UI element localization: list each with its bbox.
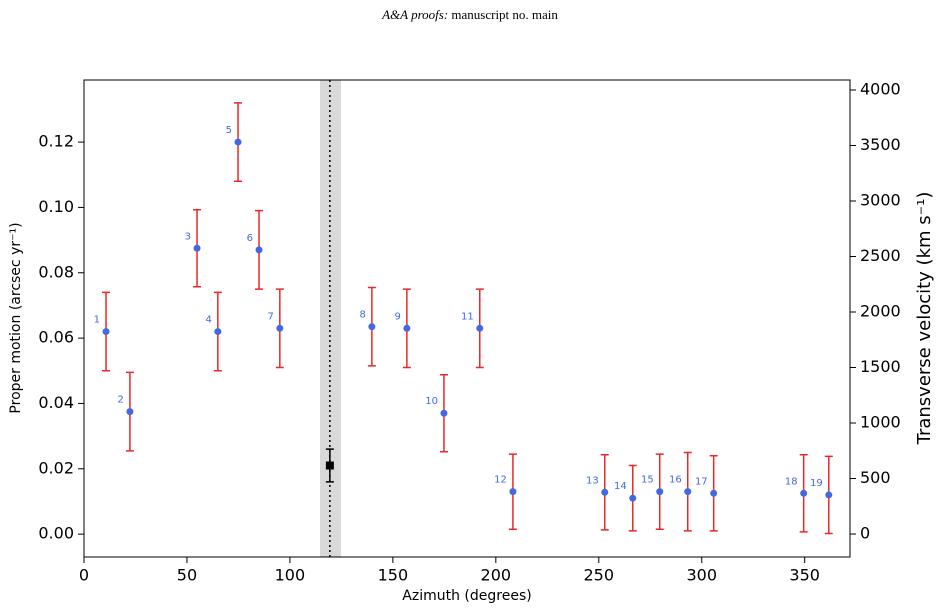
x-tick-label: 100 — [275, 566, 306, 585]
point — [476, 324, 484, 332]
y-tick-label: 0.04 — [38, 393, 74, 412]
y2-tick-label: 1000 — [860, 413, 901, 432]
y2-tick-label: 3500 — [860, 135, 901, 154]
y2-tick-label: 1500 — [860, 357, 901, 376]
point-label: 1 — [94, 315, 100, 326]
y2-tick-label: 4000 — [860, 79, 901, 98]
x-axis-label: Azimuth (degrees) — [402, 588, 531, 604]
header-text: manuscript no. main — [451, 7, 558, 22]
x-tick-label: 300 — [686, 566, 717, 585]
point-label: 18 — [785, 476, 798, 487]
y-tick-label: 0.12 — [38, 132, 74, 151]
y2-tick-label: 500 — [860, 468, 891, 487]
x-tick-label: 250 — [584, 566, 615, 585]
point — [684, 488, 692, 496]
point — [234, 138, 242, 146]
x-tick-label: 350 — [789, 566, 820, 585]
point — [102, 328, 110, 336]
y2-tick-label: 0 — [860, 524, 870, 543]
point — [710, 489, 718, 497]
point — [440, 409, 448, 417]
x-tick-label: 50 — [177, 566, 197, 585]
point-label: 9 — [394, 311, 400, 322]
point — [276, 324, 284, 332]
point-label: 4 — [205, 315, 211, 326]
point — [509, 488, 517, 496]
point — [214, 328, 222, 336]
y-tick-label: 0.00 — [38, 524, 74, 543]
point-label: 10 — [425, 396, 438, 407]
point-label: 5 — [226, 125, 232, 136]
y2-tick-label: 2500 — [860, 246, 901, 265]
point — [255, 246, 263, 254]
point-label: 13 — [586, 475, 599, 486]
point — [126, 408, 134, 416]
reference-point — [325, 461, 334, 470]
point-label: 11 — [461, 311, 474, 322]
x-tick-label: 0 — [79, 566, 89, 585]
point — [629, 494, 637, 502]
point — [656, 488, 664, 496]
journal: A&A proofs: — [381, 7, 448, 22]
y-tick-label: 0.02 — [38, 458, 74, 477]
header: A&A proofs: manuscript no. main — [381, 7, 558, 22]
x-tick-label: 150 — [378, 566, 409, 585]
point-label: 2 — [118, 395, 124, 406]
band — [319, 80, 341, 557]
point-label: 3 — [185, 231, 191, 242]
y-tick-label: 0.06 — [38, 328, 74, 347]
y-tick-label: 0.08 — [38, 262, 74, 281]
point-label: 12 — [494, 475, 507, 486]
point-label: 16 — [669, 475, 682, 486]
point-label: 8 — [359, 310, 365, 321]
y-axis-label: Proper motion (arcsec yr⁻¹) — [8, 222, 24, 413]
point-label: 7 — [267, 311, 273, 322]
y-tick-label: 0.10 — [38, 197, 74, 216]
point — [601, 488, 609, 496]
y2-axis-label: Transverse velocity (km s⁻¹) — [914, 192, 935, 446]
point — [403, 324, 411, 332]
point — [193, 244, 201, 252]
point-label: 15 — [641, 475, 654, 486]
y2-tick-label: 3000 — [860, 190, 901, 209]
point — [800, 489, 808, 497]
y2-tick-label: 2000 — [860, 302, 901, 321]
point-label: 17 — [695, 476, 708, 487]
point-label: 14 — [614, 481, 627, 492]
x-tick-label: 200 — [481, 566, 512, 585]
point-label: 6 — [247, 233, 253, 244]
plot-frame — [83, 79, 851, 558]
point-label: 19 — [810, 478, 823, 489]
point — [368, 323, 376, 331]
point — [825, 491, 833, 499]
